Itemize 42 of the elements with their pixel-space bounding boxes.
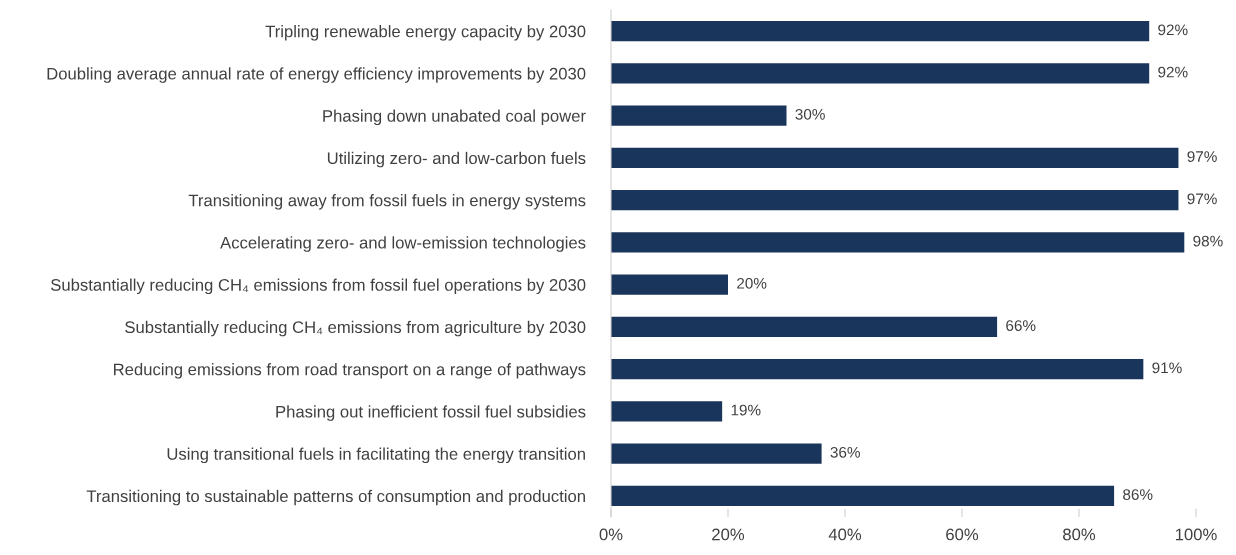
y-tick-label: Substantially reducing CH₄ emissions from fossil fuel operations by 2030 — [51, 278, 586, 295]
bar — [611, 147, 1179, 169]
y-tick-label: Phasing out inefficient fossil fuel subsidies — [276, 405, 586, 421]
bar — [611, 485, 1115, 507]
data-label: 30% — [795, 108, 825, 120]
data-label: 86% — [1123, 489, 1153, 500]
y-tick-label: Transitioning away from fossil fuels in energy systems — [188, 194, 586, 210]
y-tick-label: Doubling average annual rate of energy efficiency improvements by 2030 — [47, 67, 586, 83]
bar — [611, 401, 723, 422]
y-tick-label: Tripling renewable energy capacity by 2030 — [265, 25, 586, 41]
bar — [611, 189, 1179, 211]
y-tick-label: Phasing down unabated coal power — [323, 109, 586, 126]
x-tick-label: 40% — [828, 528, 862, 541]
x-tick-label: 0% — [599, 528, 623, 541]
y-tick-label: Accelerating zero- and low-emission technologies — [220, 236, 586, 252]
y-tick-label: Transitioning to sustainable patterns of consumption and production — [86, 489, 585, 506]
bar — [611, 105, 787, 126]
data-label: 19% — [731, 404, 761, 416]
bar — [611, 443, 822, 464]
bar — [611, 358, 1144, 380]
data-label: 66% — [1006, 320, 1036, 331]
bar — [611, 316, 998, 338]
x-tick-label: 100% — [1175, 528, 1217, 541]
data-label: 20% — [737, 277, 767, 289]
data-label: 98% — [1193, 235, 1223, 247]
bar — [611, 232, 1185, 253]
bar — [611, 274, 728, 295]
y-tick-label: Utilizing zero- and low-carbon fuels — [327, 151, 586, 168]
data-label: 92% — [1158, 66, 1188, 78]
bar — [611, 63, 1150, 84]
x-tick-label: 20% — [712, 528, 745, 541]
data-label: 97% — [1187, 151, 1217, 162]
y-tick-label: Reducing emissions from road transport on a range of pathways — [114, 363, 586, 379]
data-label: 91% — [1152, 362, 1182, 374]
x-tick-label: 80% — [1063, 528, 1096, 541]
data-label: 92% — [1158, 24, 1188, 36]
data-label: 97% — [1187, 193, 1217, 205]
y-tick-label: Substantially reducing CH₄ emissions from agriculture by 2030 — [125, 320, 586, 337]
x-tick-label: 60% — [946, 528, 979, 541]
data-label: 36% — [830, 446, 860, 458]
y-tick-label: Using transitional fuels in facilitating the energy transition — [167, 447, 585, 464]
bar — [611, 20, 1150, 42]
